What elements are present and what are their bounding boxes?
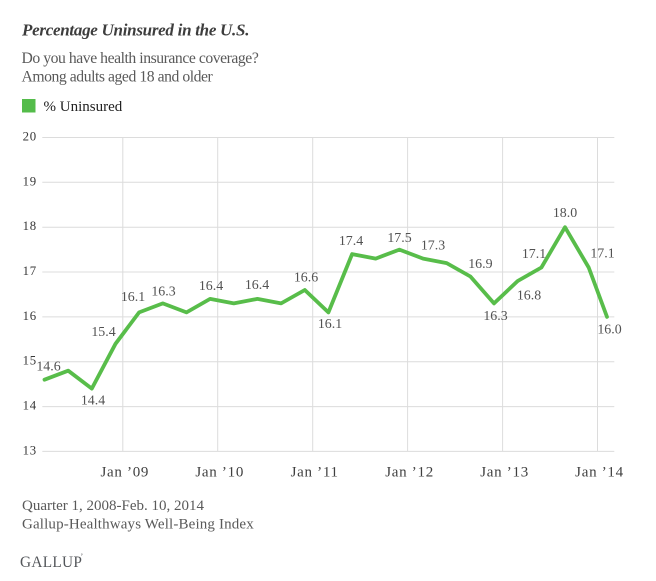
svg-text:Jan ’09: Jan ’09 (100, 465, 149, 481)
svg-text:16.6: 16.6 (294, 271, 318, 286)
svg-text:16.8: 16.8 (517, 289, 541, 304)
svg-text:16.9: 16.9 (468, 257, 492, 272)
svg-text:Percentage Uninsured in the U.: Percentage Uninsured in the U.S. (21, 21, 249, 40)
svg-text:Jan ’10: Jan ’10 (195, 465, 244, 481)
svg-text:Jan ’12: Jan ’12 (385, 465, 434, 481)
svg-text:14.4: 14.4 (81, 394, 105, 409)
svg-text:% Uninsured: % Uninsured (44, 99, 123, 115)
svg-text:17.5: 17.5 (387, 231, 411, 246)
svg-text:17: 17 (23, 264, 37, 278)
svg-text:14: 14 (23, 399, 37, 413)
svg-text:16.4: 16.4 (199, 279, 223, 294)
svg-text:16.3: 16.3 (151, 285, 175, 300)
svg-text:Among adults aged 18 and older: Among adults aged 18 and older (22, 68, 214, 85)
svg-text:18: 18 (23, 219, 37, 233)
svg-text:16.3: 16.3 (483, 309, 507, 324)
svg-text:15.4: 15.4 (91, 325, 115, 340)
svg-text:Quarter 1, 2008-Feb. 10, 2014: Quarter 1, 2008-Feb. 10, 2014 (22, 498, 205, 514)
svg-text:15: 15 (23, 354, 37, 368)
svg-text:16.1: 16.1 (318, 317, 342, 332)
svg-text:GALLUP: GALLUP (20, 554, 82, 571)
svg-text:17.4: 17.4 (339, 234, 363, 249)
svg-text:16.0: 16.0 (597, 323, 621, 338)
svg-text:17.1: 17.1 (590, 247, 614, 262)
svg-text:Jan ’11: Jan ’11 (291, 465, 339, 481)
svg-text:17.1: 17.1 (522, 247, 546, 262)
svg-text:16.4: 16.4 (245, 278, 269, 293)
svg-text:’: ’ (81, 552, 84, 561)
svg-text:18.0: 18.0 (553, 206, 577, 221)
svg-text:16: 16 (23, 309, 37, 323)
svg-text:19: 19 (23, 174, 37, 188)
svg-text:Jan ’13: Jan ’13 (480, 465, 529, 481)
svg-text:13: 13 (23, 443, 37, 457)
svg-text:20: 20 (23, 130, 37, 144)
svg-text:14.6: 14.6 (36, 360, 60, 375)
svg-text:Jan ’14: Jan ’14 (575, 465, 624, 481)
svg-text:Do you have health insurance c: Do you have health insurance coverage? (22, 50, 259, 67)
svg-text:16.1: 16.1 (121, 290, 145, 305)
svg-text:17.3: 17.3 (421, 239, 445, 254)
svg-text:Gallup-Healthways Well-Being I: Gallup-Healthways Well-Being Index (22, 517, 254, 533)
